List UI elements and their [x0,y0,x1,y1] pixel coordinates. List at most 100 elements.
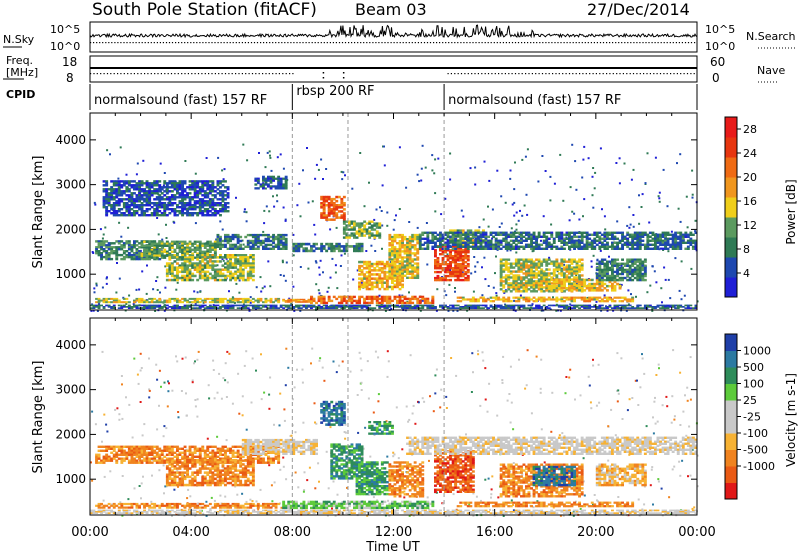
power-cell [236,258,240,261]
power-noise-cell [648,221,651,224]
power-noise-cell [282,274,285,277]
power-cell [573,278,576,282]
power-cell [100,255,103,259]
power-cell [241,268,245,271]
power-cell [340,299,344,303]
power-cell [249,233,253,237]
power-cell [332,210,336,213]
power-cell [224,239,227,243]
power-cell [262,245,265,248]
nsearch-dot [566,42,568,44]
power-cell [547,241,551,244]
power-noise-cell [482,218,485,221]
power-cell [451,267,455,270]
power-cell [507,247,511,250]
power-noise-cell [635,295,637,298]
power-cell [436,274,440,278]
power-cell [135,248,139,251]
power-cell [358,273,361,276]
power-cell [127,242,131,245]
power-cell [198,301,202,304]
power-cell [611,282,614,286]
power-cell [456,247,460,250]
power-cell [165,304,169,307]
power-cell [454,247,458,250]
nave-dot [673,73,675,75]
power-cell [532,237,536,240]
power-cell [413,304,417,307]
power-cell [375,283,379,287]
power-cell [95,301,98,304]
power-noise-cell [447,309,450,312]
power-noise-cell [651,309,654,312]
power-cell [259,304,263,307]
power-cell [100,240,103,243]
power-cell [391,260,394,263]
power-noise-cell [434,210,437,213]
power-cell [203,246,207,249]
power-cell [127,252,131,255]
power-cell [494,231,498,234]
power-noise-cell [398,146,401,149]
power-cell [365,228,369,231]
power-cell [499,306,503,308]
power-cell [211,268,215,271]
nave-dot [93,73,95,75]
nave-label: Nave [757,64,785,77]
power-cell [145,299,149,302]
power-cell [340,210,344,213]
power-cell [560,245,564,248]
power-cell [616,282,619,286]
power-cell [282,235,286,239]
power-cell [568,264,571,267]
power-cell [570,289,574,292]
power-cell [451,237,455,240]
power-cell [370,228,374,231]
power-cell [107,246,111,249]
power-cell [221,243,225,247]
power-cell [451,269,455,272]
power-cell [542,270,546,273]
power-cell [426,306,430,308]
power-cell [403,264,407,267]
power-cell [578,260,581,263]
power-noise-cell [282,167,285,170]
power-cell [494,304,498,307]
power-cell [520,266,523,269]
power-noise-cell [242,143,245,146]
power-cell [664,233,667,236]
power-cell [590,239,594,242]
power-cell [335,206,339,209]
power-cell [540,284,544,287]
power-cell [494,247,498,250]
power-cell [408,272,412,275]
power-cell [196,299,200,302]
power-cell [284,304,288,307]
power-noise-cell [329,228,332,231]
power-cell [416,268,420,271]
power-noise-cell [524,155,527,158]
power-cell [133,299,136,302]
power-cell [648,235,652,238]
power-cell [449,265,452,268]
power-cell [256,304,260,307]
power-cell [398,267,402,270]
power-cell [411,258,415,261]
power-cell [234,260,238,263]
power-noise-cell [335,226,338,229]
power-cell [181,258,184,261]
power-cell [573,306,576,308]
power-cell [117,246,121,249]
power-cell [206,306,210,308]
power-cell [332,212,336,215]
power-cell [208,244,212,247]
power-cell [393,276,397,279]
power-cell [545,280,549,284]
power-cell [532,282,536,285]
power-cell [575,245,579,248]
power-cell [608,306,612,308]
power-cell [684,304,688,307]
power-cell [575,304,579,307]
power-noise-cell [245,211,248,214]
power-cell [153,301,157,304]
